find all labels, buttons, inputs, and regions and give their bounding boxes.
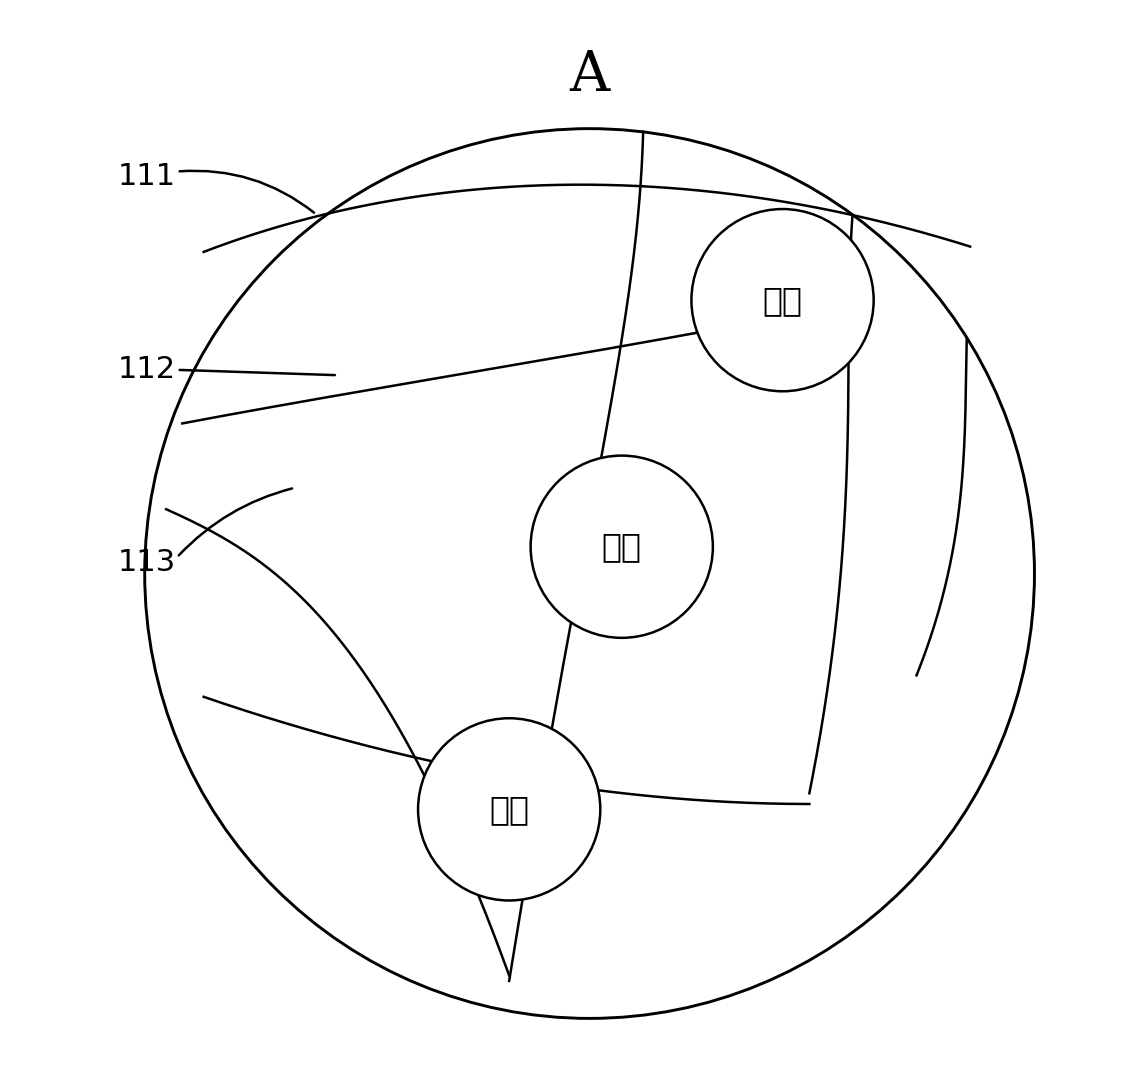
Text: 113: 113 xyxy=(118,548,177,578)
Text: 111: 111 xyxy=(118,162,175,192)
Text: 112: 112 xyxy=(118,355,175,385)
Text: 排水: 排水 xyxy=(489,793,529,825)
Text: 喷淥: 喷淥 xyxy=(602,531,641,563)
Circle shape xyxy=(418,718,600,900)
Text: 分离: 分离 xyxy=(763,284,803,316)
Text: A: A xyxy=(569,48,610,103)
Circle shape xyxy=(531,456,712,638)
Circle shape xyxy=(692,209,874,391)
